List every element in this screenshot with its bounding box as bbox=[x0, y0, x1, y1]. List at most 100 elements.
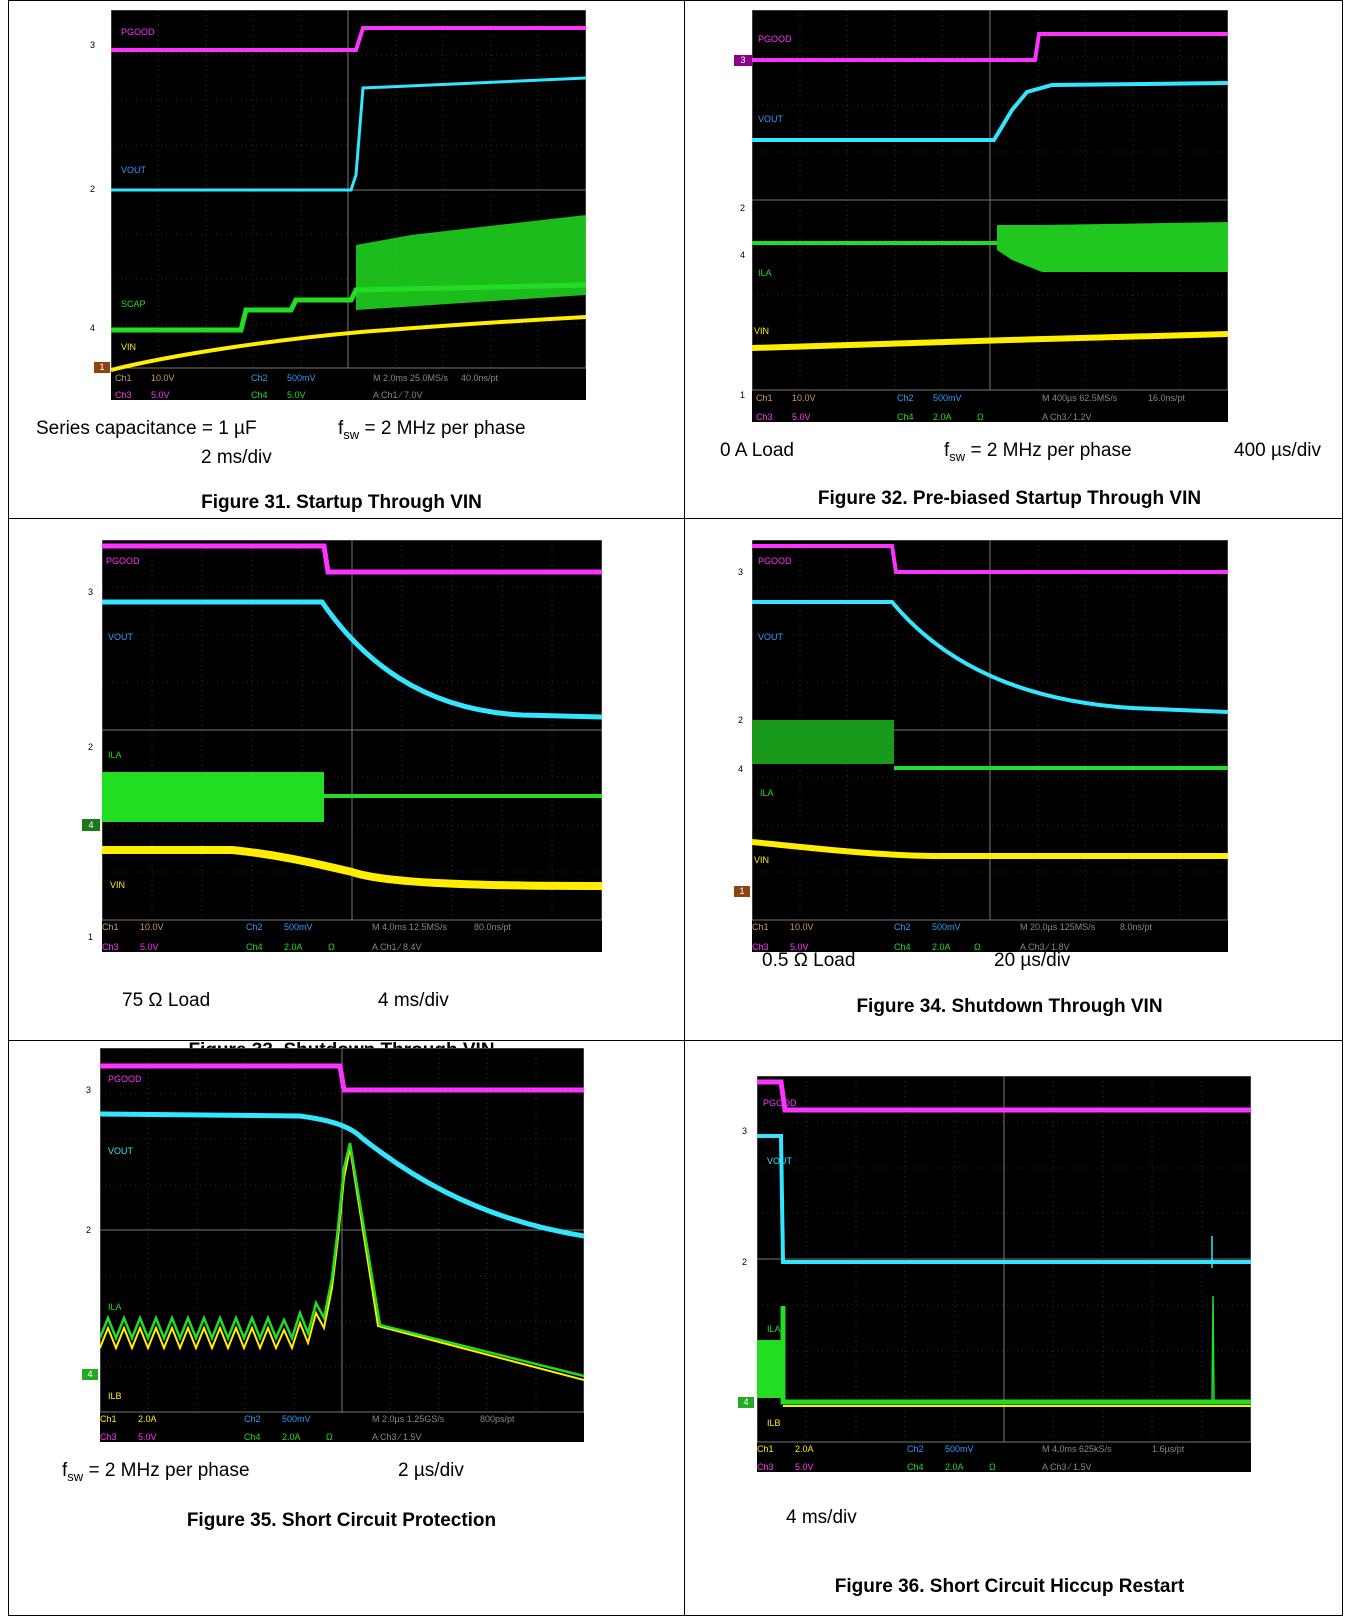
oscilloscope-screen-f34: PGOOD VOUT ILA VIN Ch1 10.0V Ch2 500mV M… bbox=[752, 540, 1228, 940]
channel-marker: 2 bbox=[740, 203, 746, 213]
trace-ila-switching bbox=[757, 1340, 783, 1398]
trace-label: ILA bbox=[760, 788, 774, 798]
channel-marker: 3 bbox=[88, 587, 94, 597]
readout-ch3: Ch3 bbox=[102, 942, 119, 952]
channel-marker: 3 bbox=[86, 1085, 92, 1095]
readout-resolution: 800ps/pt bbox=[480, 1414, 515, 1424]
readout-ch3-scale: 5.0V bbox=[795, 1462, 814, 1472]
readout-ch2: Ch2 bbox=[897, 393, 914, 403]
readout-ch3: Ch3 bbox=[752, 942, 769, 952]
trace-label: VOUT bbox=[108, 632, 134, 642]
channel-marker: 4 bbox=[738, 764, 744, 774]
readout-ch1-scale: 10.0V bbox=[792, 393, 816, 403]
readout-ch3: Ch3 bbox=[756, 412, 773, 422]
trace-ila bbox=[100, 1142, 584, 1378]
trace-ilb bbox=[100, 1147, 584, 1381]
figure-note: fsw = 2 MHz per phase bbox=[62, 1460, 250, 1484]
trace-vin bbox=[102, 846, 602, 890]
scope-readout-row2: Ch3 5.0V Ch4 2.0A Ω A Ch3 ⁄ 1.5V bbox=[100, 1430, 584, 1442]
readout-trigger: A Ch3 ⁄ 1.2V bbox=[1042, 412, 1092, 422]
readout-ch2-scale: 500mV bbox=[282, 1414, 311, 1424]
oscilloscope-screen-f32: PGOOD VOUT ILA VIN Ch1 10.0V Ch2 500mV M… bbox=[752, 10, 1228, 410]
trace-ila-switching bbox=[997, 222, 1228, 272]
trace-vin bbox=[111, 315, 586, 372]
readout-ohm: Ω bbox=[328, 942, 335, 952]
figure-note: 4 ms/div bbox=[786, 1507, 857, 1528]
figure-caption: Figure 31. Startup Through VIN bbox=[201, 492, 482, 513]
readout-resolution: 8.0ns/pt bbox=[1120, 922, 1153, 932]
readout-resolution: 16.0ns/pt bbox=[1148, 393, 1186, 403]
trace-label: PGOOD bbox=[763, 1098, 797, 1108]
scope-readout-row2: Ch3 5.0V Ch4 2.0A Ω A Ch3 ⁄ 1.8V bbox=[752, 940, 1228, 952]
readout-trigger: A Ch3 ⁄ 1.8V bbox=[1020, 942, 1070, 952]
trace-vout bbox=[102, 599, 602, 720]
readout-ch1: Ch1 bbox=[102, 922, 119, 932]
scope-readout-row2: Ch3 5.0V Ch4 5.0V A Ch1 ⁄ 7.0V bbox=[111, 388, 586, 400]
figure-caption: Figure 32. Pre-biased Startup Through VI… bbox=[817, 488, 1202, 509]
trace-vout bbox=[752, 81, 1228, 142]
oscilloscope-screen-f35: PGOOD VOUT ILA ILB Ch1 2.0A Ch2 500mV M … bbox=[100, 1048, 584, 1430]
trace-vout bbox=[100, 1111, 584, 1239]
trace-label: PGOOD bbox=[758, 556, 792, 566]
readout-ch1-scale: 10.0V bbox=[790, 922, 814, 932]
trace-label: VIN bbox=[121, 342, 136, 352]
channel-marker: 2 bbox=[742, 1257, 748, 1267]
readout-ch4-scale: 2.0A bbox=[945, 1462, 964, 1472]
readout-ch4-scale: 2.0A bbox=[932, 942, 951, 952]
channel-marker: 3 bbox=[734, 55, 752, 66]
trace-label: ILB bbox=[108, 1391, 122, 1401]
trace-label: VOUT bbox=[758, 632, 784, 642]
readout-ch3-scale: 5.0V bbox=[792, 412, 811, 422]
readout-ch1-scale: 2.0A bbox=[138, 1414, 157, 1424]
trace-pgood bbox=[752, 32, 1228, 62]
channel-marker: 4 bbox=[740, 250, 746, 260]
trace-label: ILA bbox=[758, 268, 772, 278]
channel-marker: 3 bbox=[90, 40, 96, 50]
readout-ohm: Ω bbox=[977, 412, 984, 422]
figure-note: 4 ms/div bbox=[378, 990, 449, 1011]
channel-marker: 4 bbox=[90, 323, 96, 333]
oscilloscope-screen-f36: PGOOD VOUT ILA ILB Ch1 2.0A Ch2 500mV M … bbox=[757, 1076, 1251, 1460]
readout-trigger: A Ch1 ⁄ 8.4V bbox=[372, 942, 422, 952]
figure-note: 0 A Load bbox=[720, 440, 794, 461]
readout-trigger: A Ch1 ⁄ 7.0V bbox=[373, 390, 423, 400]
trace-label: PGOOD bbox=[121, 27, 155, 37]
channel-marker: 2 bbox=[86, 1225, 92, 1235]
figure-note: fsw = 2 MHz per phase bbox=[338, 418, 526, 442]
figure-caption: Figure 34. Shutdown Through VIN bbox=[856, 996, 1163, 1017]
readout-ch1-scale: 2.0A bbox=[795, 1444, 814, 1454]
readout-ch1: Ch1 bbox=[756, 393, 773, 403]
figure-note: Series capacitance = 1 µF bbox=[36, 418, 257, 439]
scope-readout-row2: Ch3 5.0V Ch4 2.0A Ω A Ch3 ⁄ 1.5V bbox=[757, 1460, 1251, 1472]
trace-pgood bbox=[100, 1063, 584, 1093]
trace-vin bbox=[752, 331, 1228, 351]
readout-resolution: 1.6µs/pt bbox=[1152, 1444, 1185, 1454]
readout-ch2: Ch2 bbox=[244, 1414, 261, 1424]
readout-timebase: M 2.0µs 1.25GS/s bbox=[372, 1414, 445, 1424]
trace-vout bbox=[757, 1134, 1251, 1264]
trace-scap-switching bbox=[356, 215, 586, 310]
row-divider bbox=[9, 518, 1342, 519]
channel-marker: 1 bbox=[94, 362, 110, 373]
readout-ch3-scale: 5.0V bbox=[151, 390, 170, 400]
column-divider bbox=[684, 1, 685, 1615]
readout-ch3-scale: 5.0V bbox=[790, 942, 809, 952]
trace-label: VOUT bbox=[121, 165, 147, 175]
readout-timebase: M 20.0µs 125MS/s bbox=[1020, 922, 1096, 932]
readout-ch4-scale: 2.0A bbox=[282, 1432, 301, 1442]
trace-label: ILA bbox=[108, 1302, 122, 1312]
channel-marker: 2 bbox=[88, 742, 94, 752]
trace-label: VOUT bbox=[767, 1156, 793, 1166]
readout-ch2-scale: 500mV bbox=[287, 373, 316, 383]
readout-resolution: 80.0ns/pt bbox=[474, 922, 512, 932]
readout-ch4-scale: 2.0A bbox=[284, 942, 303, 952]
readout-ch2-scale: 500mV bbox=[284, 922, 313, 932]
trace-label: ILA bbox=[108, 750, 122, 760]
readout-ohm: Ω bbox=[989, 1462, 996, 1472]
figure-note: 0.5 Ω Load bbox=[762, 950, 856, 971]
figure-grid bbox=[8, 0, 1343, 1616]
readout-ch4: Ch4 bbox=[894, 942, 911, 952]
channel-marker: 3 bbox=[738, 567, 744, 577]
readout-timebase: M 4.0ms 625kS/s bbox=[1042, 1444, 1112, 1454]
readout-ch3: Ch3 bbox=[115, 390, 132, 400]
